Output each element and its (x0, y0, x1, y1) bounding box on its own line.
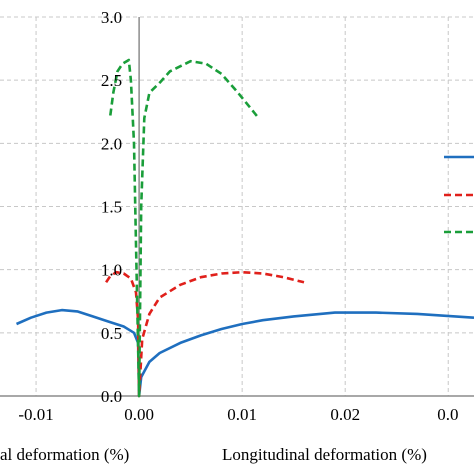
y-tick-label: 3.0 (101, 8, 122, 27)
y-tick-label: 0.0 (101, 387, 122, 406)
x-tick-label: 0.01 (227, 405, 257, 424)
x-tick-label: 0.00 (124, 405, 154, 424)
series-line-3 (109, 58, 259, 398)
series-line-1 (15, 308, 474, 398)
y-tick-label: 2.0 (101, 134, 122, 153)
series-line-2 (105, 270, 305, 398)
y-tick-label: 1.5 (101, 198, 122, 217)
x-axis-title-left: al deformation (%) (0, 445, 129, 464)
x-tick-label: -0.01 (18, 405, 53, 424)
y-tick-label: 0.5 (101, 324, 122, 343)
y-tick-label: 2.5 (101, 71, 122, 90)
x-axis-title-right: Longitudinal deformation (%) (222, 445, 427, 464)
x-tick-label: 0.02 (330, 405, 360, 424)
series-layer (15, 58, 474, 398)
x-tick-label: 0.0 (437, 405, 458, 424)
legend (444, 155, 474, 234)
tick-labels: 0.0 0.5 1.0 1.5 2.0 2.5 3.0 -0.01 0.00 0.01 0.02 0.… (18, 8, 458, 424)
y-tick-label: 1.0 (101, 261, 122, 280)
grid-layer (0, 16, 474, 396)
axis-layer (0, 17, 474, 397)
